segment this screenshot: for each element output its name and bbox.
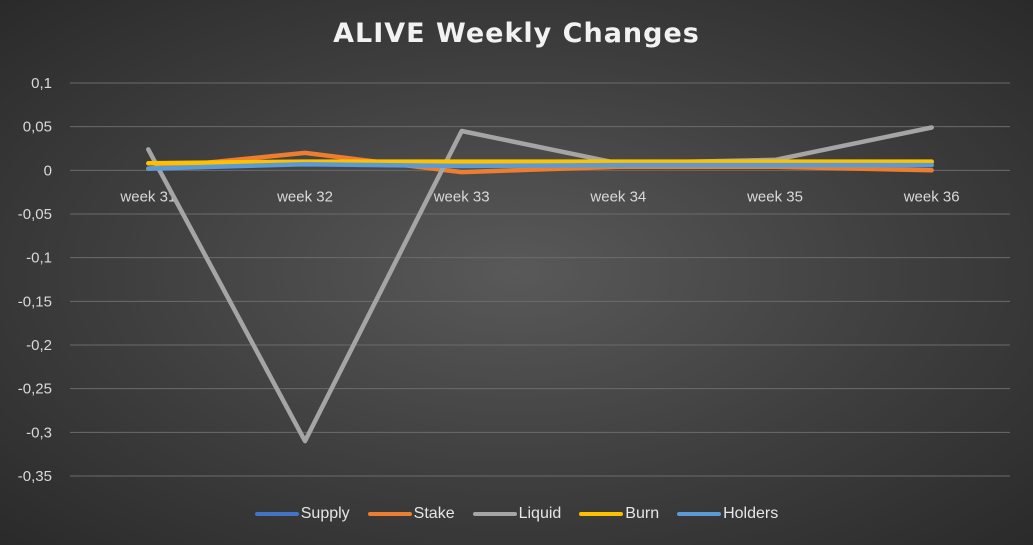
legend: Supply Stake Liquid Burn Holders bbox=[0, 505, 1033, 523]
legend-item-supply: Supply bbox=[254, 505, 350, 523]
x-tick-label: week 36 bbox=[903, 188, 960, 205]
series-line-holders bbox=[146, 161, 934, 171]
legend-item-burn: Burn bbox=[579, 505, 659, 523]
x-tick-label: week 35 bbox=[746, 188, 803, 205]
legend-item-liquid: Liquid bbox=[472, 505, 562, 523]
legend-swatch bbox=[579, 512, 624, 516]
legend-label: Burn bbox=[625, 505, 660, 522]
x-tick-label: week 34 bbox=[589, 188, 646, 205]
legend-item-holders: Holders bbox=[677, 505, 778, 523]
legend-swatch bbox=[254, 512, 299, 516]
legend-label: Stake bbox=[413, 505, 455, 522]
chart-title: ALIVE Weekly Changes bbox=[333, 18, 700, 49]
y-tick-label: -0,2 bbox=[26, 337, 52, 354]
legend-swatch bbox=[472, 512, 517, 516]
y-tick-label: -0,1 bbox=[26, 250, 52, 267]
y-tick-label: -0,3 bbox=[26, 424, 52, 441]
series-line-stake bbox=[146, 150, 934, 175]
legend-label: Liquid bbox=[518, 505, 562, 522]
y-tick-label: 0,05 bbox=[23, 119, 52, 136]
y-tick-label: -0,05 bbox=[18, 206, 52, 223]
legend-label: Holders bbox=[723, 505, 779, 522]
y-tick-label: -0,35 bbox=[18, 468, 52, 485]
legend-item-stake: Stake bbox=[367, 505, 455, 523]
y-tick-label: 0,1 bbox=[31, 75, 52, 92]
legend-swatch bbox=[677, 512, 722, 516]
series-line-burn bbox=[146, 159, 934, 166]
x-tick-label: week 33 bbox=[433, 188, 490, 205]
y-tick-label: 0 bbox=[44, 162, 52, 179]
x-tick-label: week 31 bbox=[119, 188, 176, 205]
legend-label: Supply bbox=[300, 505, 350, 522]
y-tick-label: -0,15 bbox=[18, 293, 52, 310]
legend-swatch bbox=[367, 512, 412, 516]
y-tick-label: -0,25 bbox=[18, 381, 52, 398]
x-tick-label: week 32 bbox=[276, 188, 333, 205]
series-line-liquid bbox=[146, 125, 934, 444]
